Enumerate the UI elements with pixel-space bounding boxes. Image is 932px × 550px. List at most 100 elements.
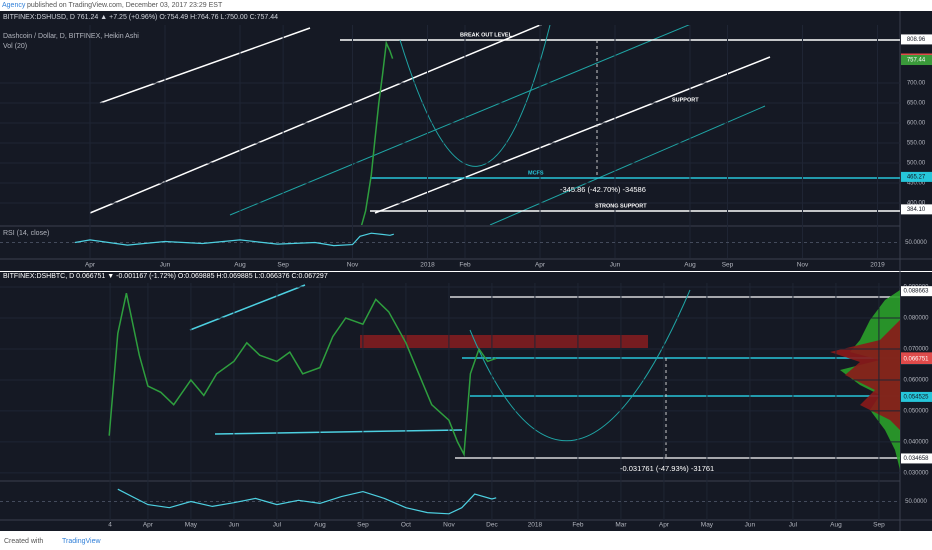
price-label: 757.44 <box>907 58 926 64</box>
rsi-series <box>74 232 394 247</box>
price-label-bg <box>901 391 932 402</box>
y-tick-label: 600.00 <box>907 121 926 127</box>
rsi-line <box>117 488 497 515</box>
x-tick-label: Nov <box>347 262 359 269</box>
trend-line <box>214 429 463 435</box>
x-tick-label: 2019 <box>870 262 885 269</box>
x-tick-label: Jul <box>273 522 282 529</box>
x-tick-label: Oct <box>401 522 411 529</box>
x-tick-label: Feb <box>572 522 584 529</box>
x-tick-label: Sep <box>277 262 289 269</box>
y-tick-label: 400.00 <box>907 201 926 207</box>
trend-line <box>189 284 306 331</box>
published: published on TradingView.com, December 0… <box>27 2 223 9</box>
annotation: -345.86 (-42.70%) -34586 <box>560 185 646 194</box>
volume-profile <box>830 320 900 430</box>
price-label: 808.96 <box>907 37 926 43</box>
price-label-bg <box>901 171 932 182</box>
y-tick-label: 0.040000 <box>903 439 929 445</box>
price-label: 0.034658 <box>903 456 929 462</box>
x-tick-label: Sep <box>357 522 369 529</box>
y-tick-label: 550.00 <box>907 141 926 147</box>
trend-line <box>89 25 543 214</box>
y-tick-label: 650.00 <box>907 101 926 107</box>
y-tick-label: 0.070000 <box>903 347 929 353</box>
footer-bg <box>0 531 932 550</box>
x-tick-label: Apr <box>85 262 96 269</box>
x-tick-label: Aug <box>684 262 696 269</box>
price-label-bg <box>901 34 932 45</box>
y-tick-label: 0.080000 <box>903 316 929 322</box>
price-label-bg <box>901 453 932 464</box>
x-tick-label: Feb <box>459 262 471 269</box>
price-line <box>108 293 497 457</box>
rsi-level-label: 50.0000 <box>905 240 927 246</box>
parabola <box>469 289 691 442</box>
x-tick-label: Jun <box>745 522 756 529</box>
price-series <box>360 40 394 225</box>
rsi-line <box>74 232 394 247</box>
x-tick-label: Aug <box>234 262 246 269</box>
y-tick-label: 500.00 <box>907 161 926 167</box>
price-label-bg <box>901 55 932 66</box>
drawings-1 <box>89 25 900 225</box>
symbol-header: BITFINEX:DSHBTC, D 0.066751 ▼ -0.001167 … <box>3 273 328 280</box>
x-tick-label: Sep <box>722 262 734 269</box>
x-tick-label: 2018 <box>420 262 435 269</box>
publisher: Agency <box>2 2 26 9</box>
y-tick-label: 0.030000 <box>903 470 929 476</box>
x-tick-label: Nov <box>443 522 455 529</box>
rsi-label: RSI (14, close) <box>3 230 49 237</box>
price-label: 384.10 <box>907 207 926 213</box>
rsi-level-label: 50.0000 <box>905 499 927 505</box>
x-tick-label: May <box>701 522 714 529</box>
price-label: 465.27 <box>907 174 926 180</box>
price-label-bg <box>901 354 932 365</box>
price-line <box>360 40 394 225</box>
x-tick-label: Apr <box>659 522 670 529</box>
trend-line <box>99 27 311 104</box>
x-tick-label: Jul <box>789 522 798 529</box>
annotation: -0.031761 (-47.93%) -31761 <box>620 464 714 473</box>
y-tick-label: 700.00 <box>907 81 926 87</box>
price-label: 0.054525 <box>903 394 929 400</box>
price-label-bg <box>901 286 932 297</box>
x-tick-label: Jun <box>160 262 171 269</box>
x-tick-label: Aug <box>830 522 842 529</box>
annotation: SUPPORT <box>672 97 699 103</box>
x-tick-label: Jun <box>610 262 621 269</box>
y-tick-label: 0.060000 <box>903 378 929 384</box>
annotation: MCFS <box>528 170 544 176</box>
annotation: BREAK OUT LEVEL <box>460 32 513 38</box>
y-tick-label: 0.050000 <box>903 409 929 415</box>
parabola <box>399 25 551 167</box>
volume-label: Vol (20) <box>3 43 27 50</box>
price-series <box>108 293 497 457</box>
x-tick-label: May <box>185 522 198 529</box>
rsi-series <box>117 488 497 515</box>
x-tick-label: Apr <box>535 262 546 269</box>
x-tick-label: 4 <box>108 522 112 529</box>
price-label: 0.088663 <box>903 289 929 295</box>
trend-line <box>489 105 766 225</box>
footer-created: Created with <box>4 538 43 545</box>
x-tick-label: Mar <box>615 522 627 529</box>
symbol-header: BITFINEX:DSHUSD, D 761.24 ▲ +7.25 (+0.96… <box>3 14 278 21</box>
x-tick-label: Jun <box>229 522 240 529</box>
x-tick-label: Dec <box>486 522 498 529</box>
footer-brand[interactable]: TradingView <box>62 538 101 545</box>
resistance-zone <box>360 335 648 348</box>
y-tick-label: 450.00 <box>907 181 926 187</box>
chart-1-bg <box>0 11 932 271</box>
trend-line <box>229 25 690 216</box>
x-tick-label: Sep <box>873 522 885 529</box>
price-label: 0.066751 <box>903 357 929 363</box>
x-tick-label: Apr <box>143 522 154 529</box>
x-tick-label: Aug <box>314 522 326 529</box>
price-label-bg <box>901 204 932 215</box>
annotation: STRONG SUPPORT <box>595 203 647 209</box>
chart-2-bg <box>0 272 932 531</box>
chart-subtitle: Dashcoin / Dollar, D, BITFINEX, Heikin A… <box>3 33 139 40</box>
